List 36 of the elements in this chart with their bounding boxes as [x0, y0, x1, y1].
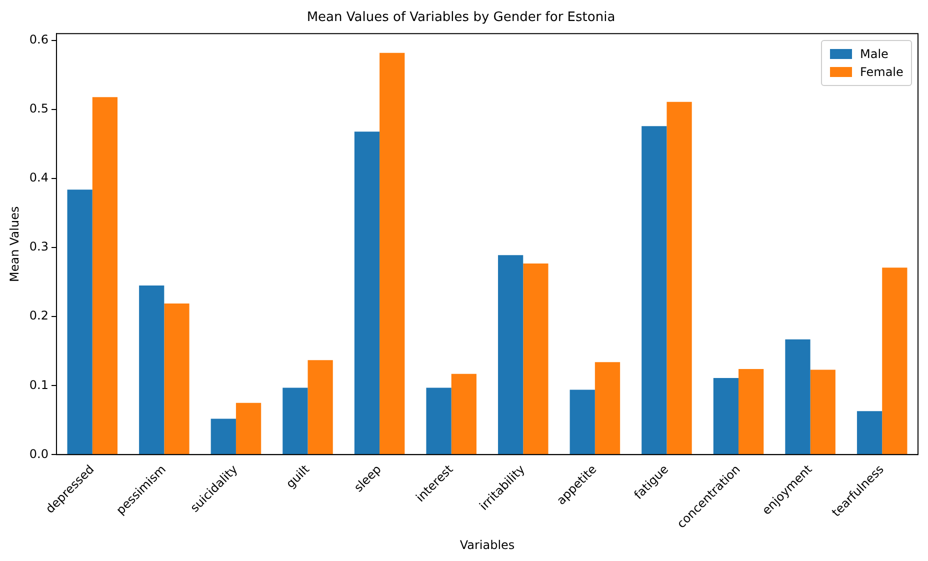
y-tick-label: 0.3 [29, 240, 48, 254]
bar [713, 378, 739, 454]
y-tick-label: 0.4 [29, 170, 48, 185]
bar [594, 362, 620, 454]
y-tick-label: 0.2 [29, 308, 48, 323]
bar [380, 52, 405, 454]
chart-title: Mean Values of Variables by Gender for Estonia [306, 10, 616, 26]
bar [308, 360, 333, 454]
legend-label: Male [860, 46, 888, 63]
x-axis-title: Variables [460, 538, 515, 552]
bar [642, 126, 667, 454]
bar [282, 388, 308, 454]
bar [882, 268, 908, 454]
bar [139, 286, 164, 454]
y-tick-label: 0.5 [29, 102, 48, 116]
y-axis-title: Mean Values [7, 206, 22, 282]
bar [570, 390, 595, 454]
bar [236, 402, 262, 454]
bar [426, 388, 452, 454]
y-tick-label: 0.0 [29, 446, 48, 461]
bar [666, 102, 692, 454]
bar [164, 303, 190, 454]
y-tick-label: 0.6 [29, 32, 48, 47]
bar [67, 190, 92, 454]
bar [451, 374, 476, 454]
bar [523, 263, 548, 454]
bar [210, 418, 236, 454]
bar [856, 411, 882, 454]
bar [354, 132, 380, 454]
bar [785, 339, 810, 454]
y-tick-label: 0.1 [29, 378, 48, 392]
bar [810, 370, 836, 454]
bar [738, 369, 764, 454]
bar [498, 255, 524, 454]
bar [92, 97, 118, 454]
legend-label: Female [860, 64, 904, 81]
